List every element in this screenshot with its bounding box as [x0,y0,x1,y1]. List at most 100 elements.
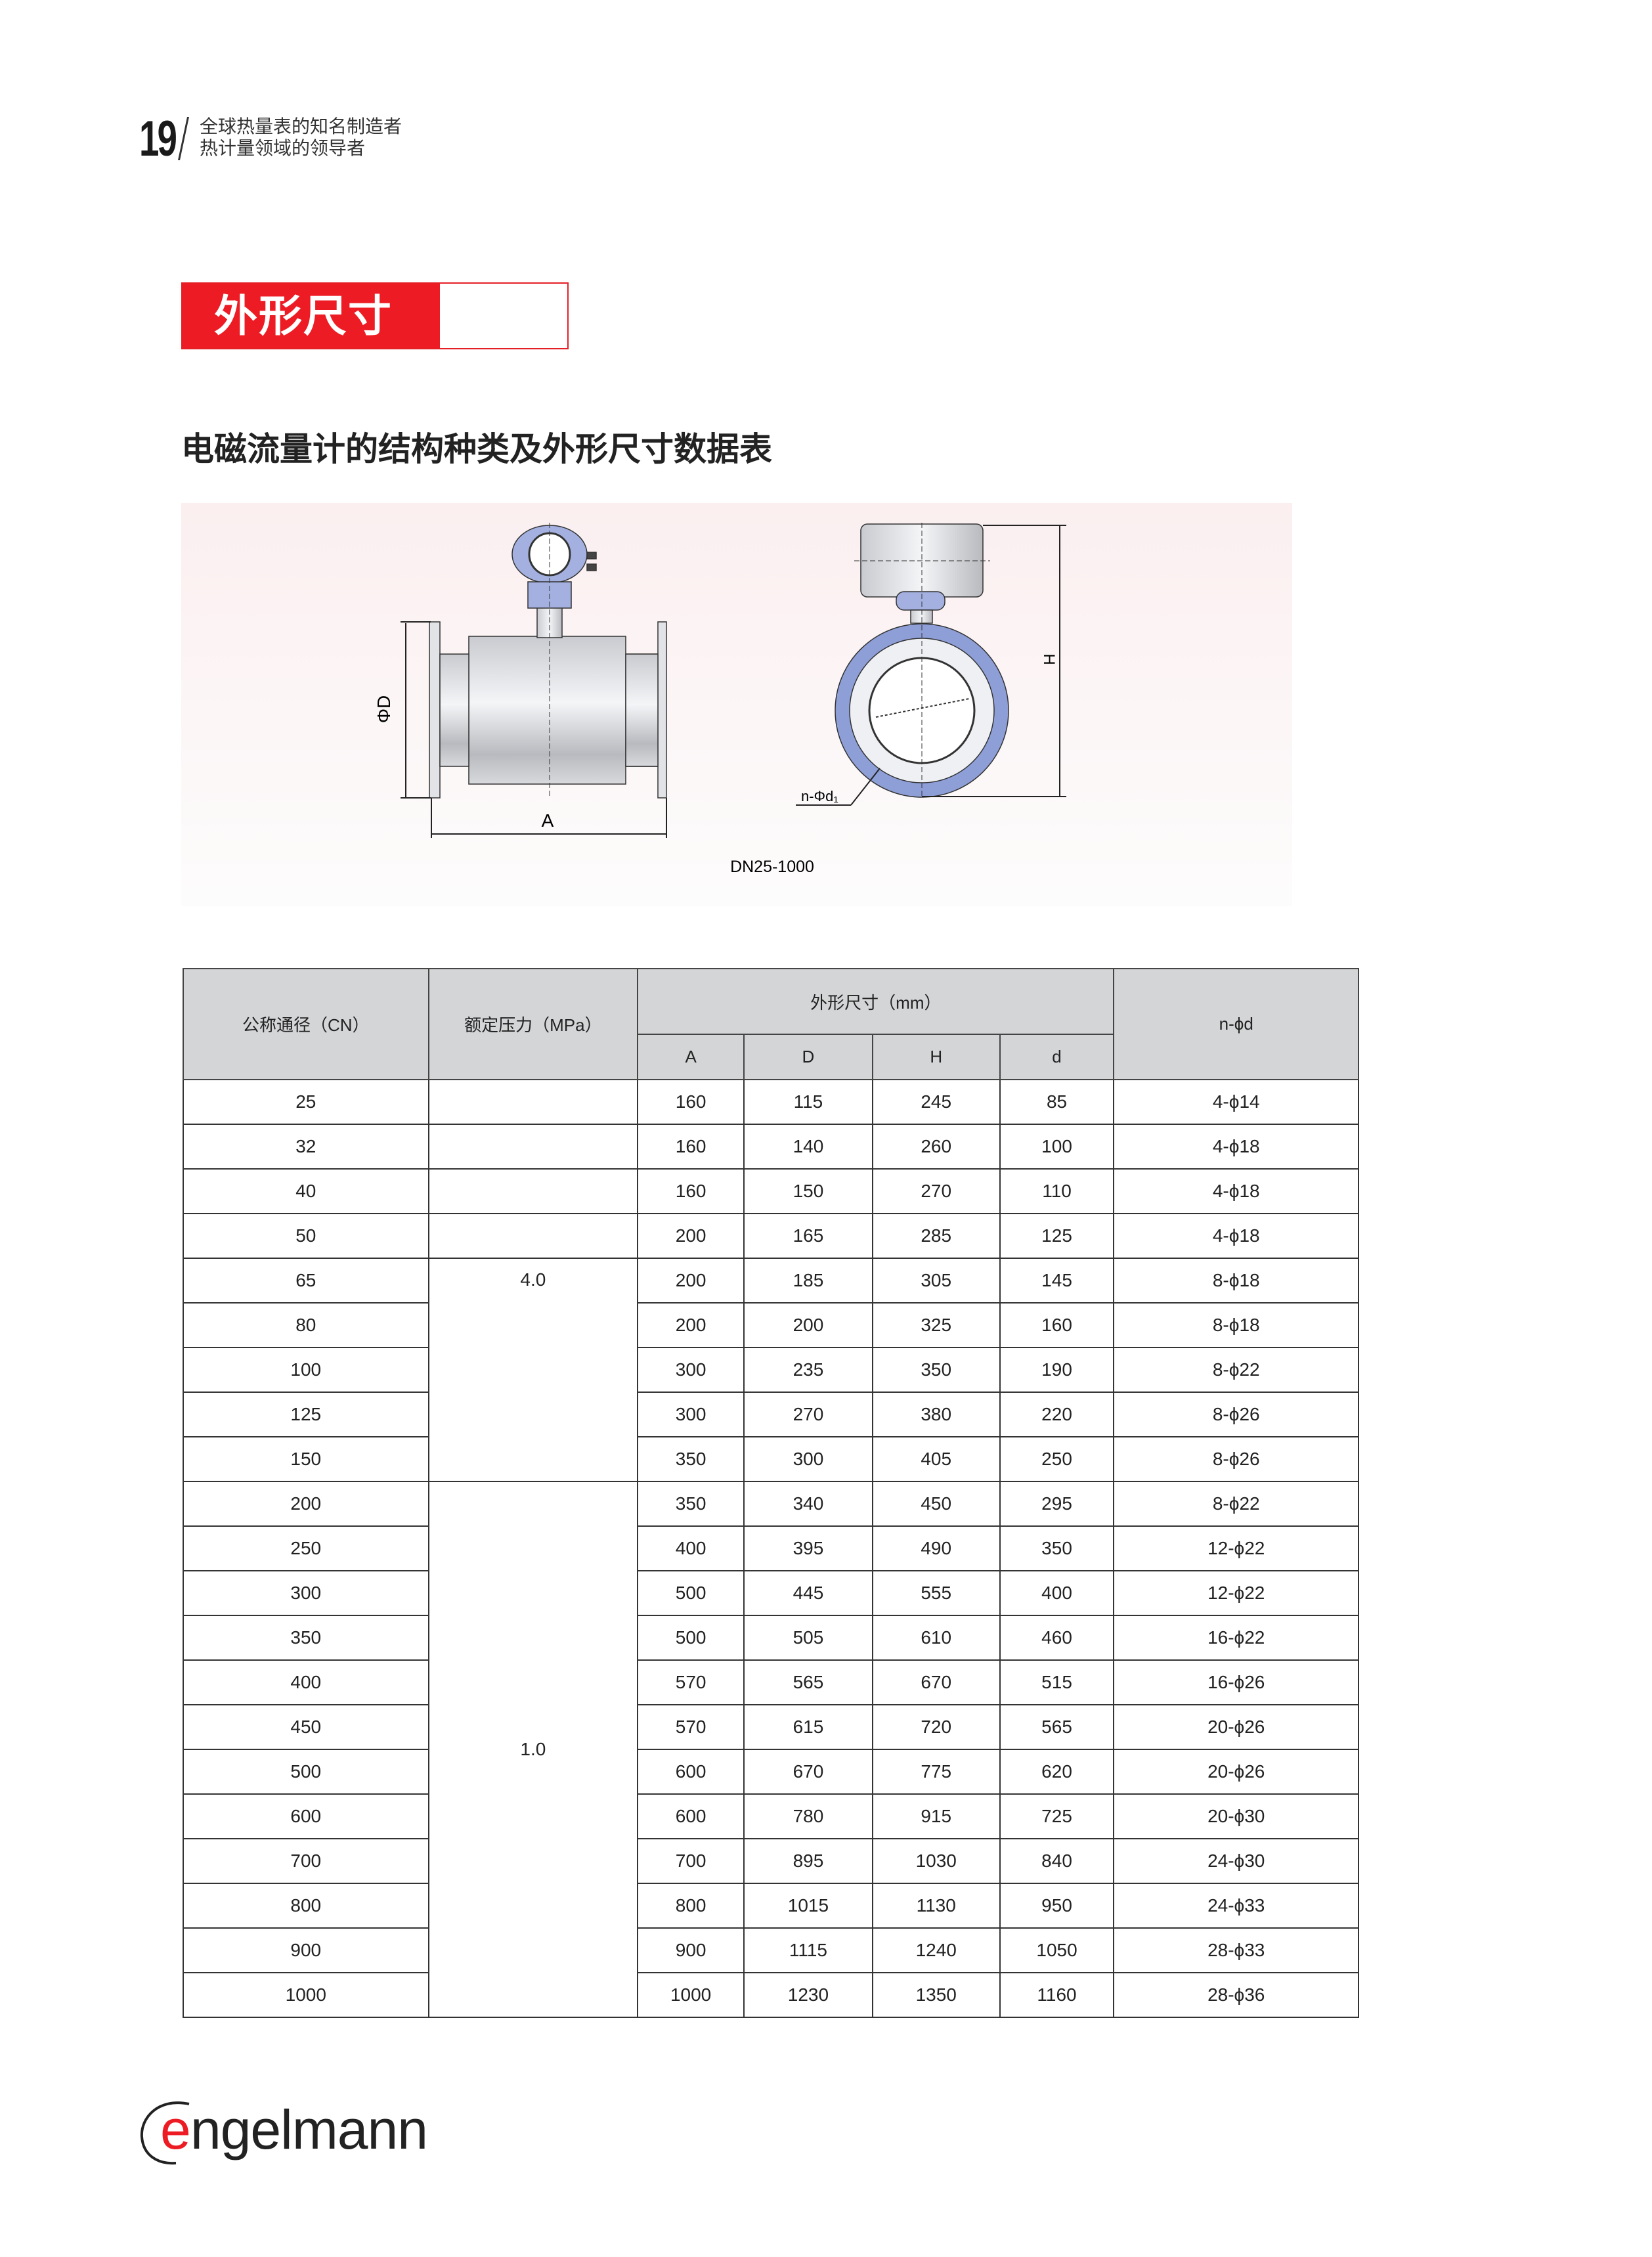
cell-A: 800 [637,1883,745,1929]
cell-n-phi-d: 20-ϕ30 [1113,1793,1359,1839]
header-A: A [637,1034,745,1080]
cell-pressure [427,1168,639,1214]
cell-D: 270 [743,1391,873,1437]
cell-H: 775 [871,1749,1001,1795]
cell-H: 1130 [871,1883,1001,1929]
table-row: 32 160 140 260 100 4-ϕ18 [183,1124,1359,1170]
cell-dn: 50 [183,1213,429,1259]
cell-dn: 500 [183,1749,429,1795]
cell-n-phi-d: 16-ϕ26 [1113,1659,1359,1705]
table-row: 80 200 200 325 160 8-ϕ18 [183,1302,1359,1348]
cell-H: 1030 [871,1838,1001,1884]
cell-d: 220 [999,1391,1115,1437]
cell-d: 250 [999,1436,1115,1482]
cell-d: 460 [999,1615,1115,1661]
cell-d: 1050 [999,1927,1115,1973]
cell-D: 395 [743,1525,873,1571]
cell-D: 445 [743,1570,873,1616]
cell-A: 400 [637,1525,745,1571]
diagram-caption: DN25-1000 [730,858,814,876]
table-row: 300 500 445 555 400 12-ϕ22 [183,1570,1359,1616]
cell-n-phi-d: 8-ϕ26 [1113,1391,1359,1437]
cell-dn: 800 [183,1883,429,1929]
cell-D: 1230 [743,1972,873,2018]
tagline: 全球热量表的知名制造者 热计量领域的领导者 [200,116,402,159]
cell-D: 340 [743,1481,873,1527]
cell-H: 270 [871,1168,1001,1214]
header-n-phi-d: n-ϕd [1113,968,1359,1080]
cell-n-phi-d: 20-ϕ26 [1113,1704,1359,1750]
side-view [429,523,667,799]
cell-dn: 125 [183,1391,429,1437]
page-number: 19 [139,111,177,167]
cell-n-phi-d: 12-ϕ22 [1113,1570,1359,1616]
cell-pressure [427,1079,639,1125]
section-title: 外形尺寸 [183,284,440,348]
cell-n-phi-d: 4-ϕ18 [1113,1168,1359,1214]
cell-dn: 450 [183,1704,429,1750]
cell-H: 325 [871,1302,1001,1348]
cell-n-phi-d: 24-ϕ30 [1113,1838,1359,1884]
cell-D: 165 [743,1213,873,1259]
label-holes: n-Φd₁ [801,788,838,804]
header-D: D [743,1034,873,1080]
cell-H: 915 [871,1793,1001,1839]
tagline-line2: 热计量领域的领导者 [200,138,366,158]
table-row: 40 160 150 270 110 4-ϕ18 [183,1168,1359,1214]
cell-A: 300 [637,1347,745,1393]
cell-dn: 300 [183,1570,429,1616]
cell-dn: 40 [183,1168,429,1214]
cell-d: 950 [999,1883,1115,1929]
engelmann-logo: e ngelmann [140,2099,428,2165]
dimension-H [796,525,1066,806]
table-row: 400 570 565 670 515 16-ϕ26 [183,1659,1359,1705]
flowmeter-dimension-diagram: ΦD A H n-Φd₁ DN25-1000 [181,503,1292,906]
cell-d: 100 [999,1124,1115,1170]
cell-dn: 900 [183,1927,429,1973]
page-subtitle: 电磁流量计的结构种类及外形尺寸数据表 [181,431,772,468]
cell-n-phi-d: 16-ϕ22 [1113,1615,1359,1661]
svg-text:e: e [160,2099,191,2160]
cell-dn: 250 [183,1525,429,1571]
cell-H: 1350 [871,1972,1001,2018]
cell-H: 555 [871,1570,1001,1616]
table-row: 450 570 615 720 565 20-ϕ26 [183,1704,1359,1750]
cell-dn: 200 [183,1481,429,1527]
cell-pressure [427,1213,639,1259]
cell-n-phi-d: 8-ϕ22 [1113,1481,1359,1527]
cell-D: 670 [743,1749,873,1795]
cell-A: 570 [637,1659,745,1705]
label-A: A [542,810,554,831]
cell-D: 1115 [743,1927,873,1973]
cell-d: 565 [999,1704,1115,1750]
table-row: 700 700 895 1030 840 24-ϕ30 [183,1838,1359,1884]
cell-d: 840 [999,1838,1115,1884]
dimension-phiD [401,621,431,799]
cell-d: 190 [999,1347,1115,1393]
cell-n-phi-d: 8-ϕ18 [1113,1302,1359,1348]
cell-D: 185 [743,1258,873,1304]
table-row: 600 600 780 915 725 20-ϕ30 [183,1793,1359,1839]
table-row: 65 4.0 200 185 305 145 8-ϕ18 [183,1258,1359,1482]
cell-n-phi-d: 8-ϕ22 [1113,1347,1359,1393]
cell-A: 500 [637,1570,745,1616]
cell-A: 700 [637,1838,745,1884]
cell-d: 295 [999,1481,1115,1527]
dimension-A [431,798,667,838]
cell-d: 160 [999,1302,1115,1348]
cell-D: 615 [743,1704,873,1750]
cell-dn: 150 [183,1436,429,1482]
cell-H: 260 [871,1124,1001,1170]
cell-dn: 32 [183,1124,429,1170]
dimension-table: 公称通径（CN） 额定压力（MPa） 外形尺寸（mm） n-ϕd A D H d… [183,968,1359,2018]
section-heading: 外形尺寸 [181,282,569,349]
cell-n-phi-d: 20-ϕ26 [1113,1749,1359,1795]
cell-dn: 350 [183,1615,429,1661]
cell-A: 500 [637,1615,745,1661]
cell-D: 565 [743,1659,873,1705]
header-H: H [871,1034,1001,1080]
cell-A: 200 [637,1302,745,1348]
cell-d: 125 [999,1213,1115,1259]
cell-n-phi-d: 4-ϕ18 [1113,1124,1359,1170]
cell-H: 490 [871,1525,1001,1571]
